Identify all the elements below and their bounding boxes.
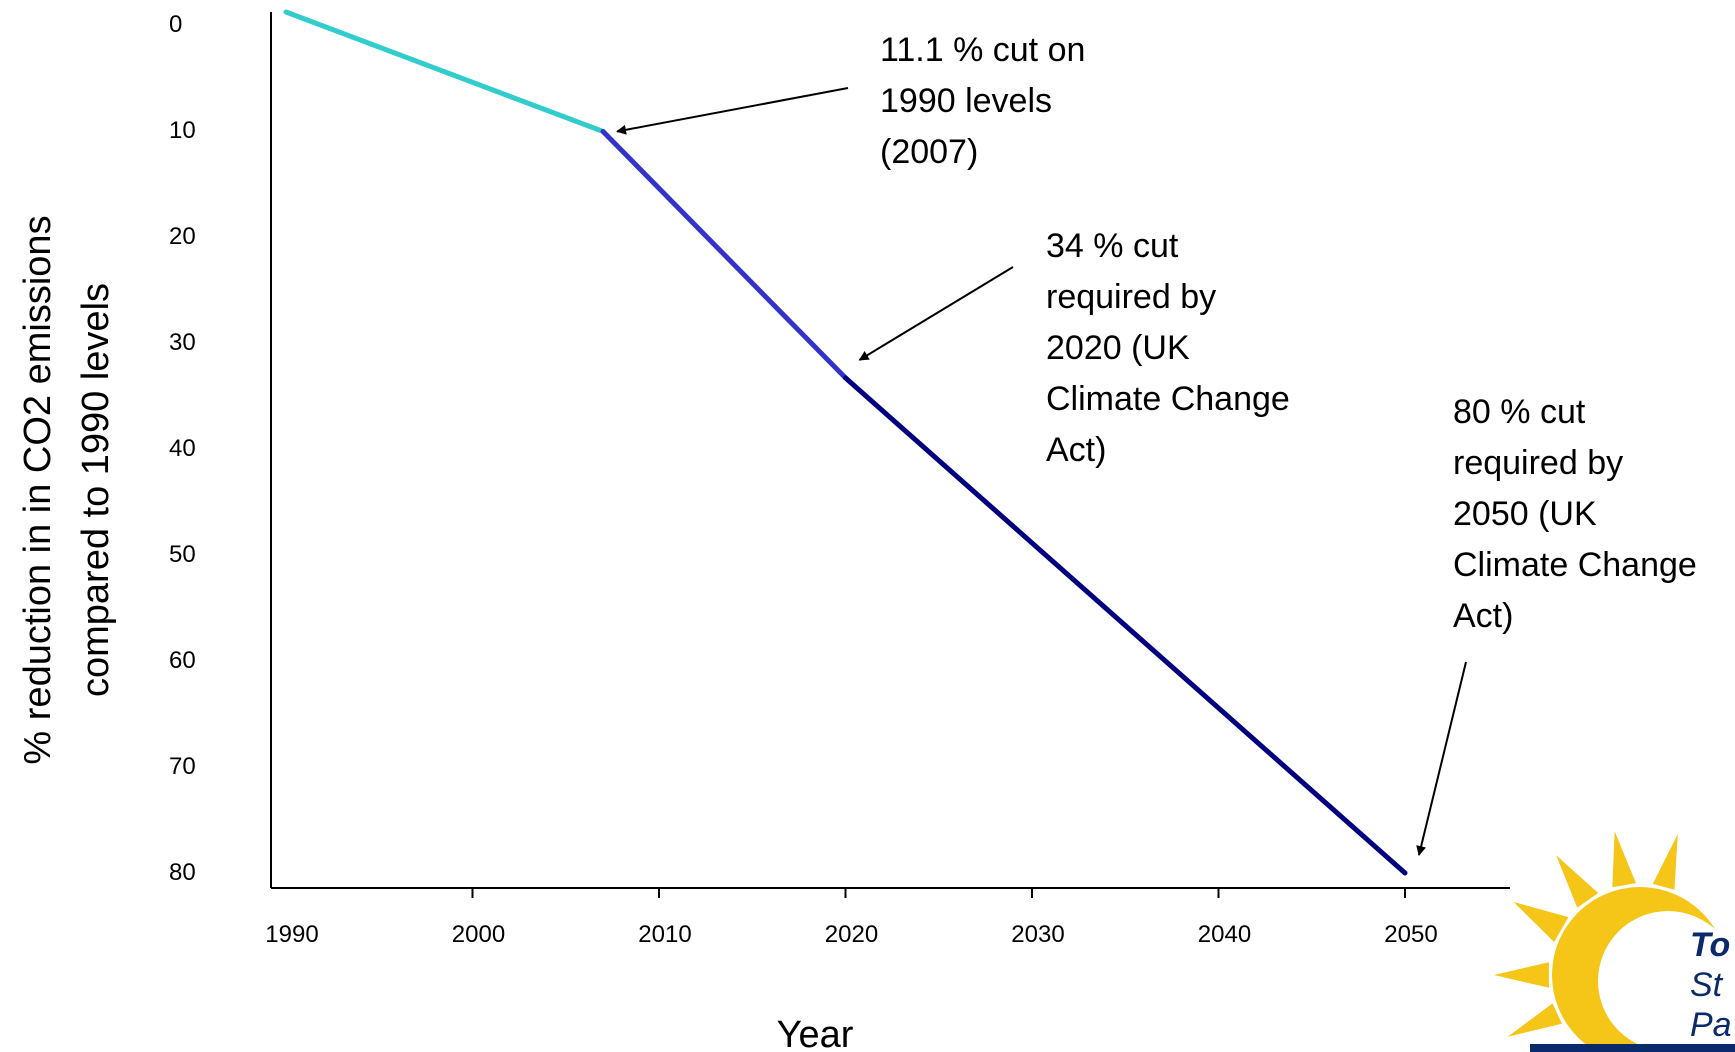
x-tick-label: 1990: [265, 921, 318, 948]
logo-bar: [1530, 1044, 1735, 1052]
annotation: 80 % cut required by 2050 (UK Climate Chang…: [1416, 393, 1697, 856]
annotation-text: 80 % cut required by 2050 (UK Climate Chang…: [1453, 393, 1697, 635]
series-line: [843, 375, 1408, 876]
x-axis-title: Year: [777, 1014, 854, 1052]
annotations: 11.1 % cut on 1990 levels (2007) 34 % cut re…: [616, 31, 1697, 856]
series-line: [283, 9, 606, 134]
x-tick-label: 2030: [1011, 921, 1064, 948]
annotation-line: Climate Change: [1046, 380, 1290, 418]
annotation-line: Climate Change: [1453, 546, 1697, 584]
y-tick-label: 70: [169, 753, 196, 780]
sun-icon: [1494, 831, 1735, 1052]
x-axis-ticks: 1990 2000 2010 2020 2030 2040 2050: [265, 888, 1438, 948]
y-tick-label: 60: [169, 647, 196, 674]
sun-ray: [1652, 833, 1678, 890]
logo-text-line: St: [1690, 966, 1724, 1004]
y-tick-label: 40: [169, 435, 196, 462]
y-axis-ticks: 0 10 20 30 40 50 60 70 80: [169, 11, 196, 886]
sun-ray: [1612, 831, 1636, 888]
logo-text-line: Pa: [1690, 1006, 1732, 1044]
sun-ray: [1507, 1003, 1562, 1037]
y-axis-title-line: % reduction in in CO2 emissions: [17, 215, 59, 764]
sun-ray: [1556, 855, 1599, 908]
x-tick-label: 2050: [1384, 921, 1437, 948]
annotation-line: 1990 levels: [880, 82, 1052, 120]
annotation: 34 % cut required by 2020 (UK Climate Chang…: [858, 227, 1290, 469]
annotation-arrow: [858, 266, 1014, 361]
annotation-line: 2020 (UK: [1046, 329, 1190, 367]
annotation-text: 11.1 % cut on 1990 levels (2007): [880, 31, 1085, 171]
axes: [270, 12, 1510, 889]
x-tick-label: 2020: [825, 921, 878, 948]
annotation-line: Act): [1046, 431, 1106, 469]
sun-ray: [1513, 902, 1569, 943]
annotation-text: 34 % cut required by 2020 (UK Climate Chang…: [1046, 227, 1290, 469]
annotation-line: 11.1 % cut on: [880, 31, 1085, 69]
y-tick-label: 80: [169, 859, 196, 886]
annotation-line: Act): [1453, 597, 1513, 635]
x-tick-label: 2010: [638, 921, 691, 948]
y-axis-title-line: compared to 1990 levels: [75, 283, 117, 697]
y-tick-label: 20: [169, 223, 196, 250]
x-tick-label: 2040: [1198, 921, 1251, 948]
data-series: [283, 9, 1408, 876]
annotation: 11.1 % cut on 1990 levels (2007): [616, 31, 1085, 171]
annotation-line: required by: [1046, 278, 1216, 316]
y-tick-label: 0: [169, 11, 182, 38]
annotation-arrow: [1416, 661, 1467, 856]
y-axis-title: % reduction in in CO2 emissions compared …: [17, 215, 117, 764]
y-tick-label: 30: [169, 329, 196, 356]
annotation-line: (2007): [880, 133, 978, 171]
y-tick-label: 50: [169, 541, 196, 568]
logo-text-line: To: [1690, 926, 1730, 964]
annotation-line: 80 % cut: [1453, 393, 1586, 431]
annotation-line: 34 % cut: [1046, 227, 1179, 265]
annotation-line: required by: [1453, 444, 1623, 482]
annotation-line: 2050 (UK: [1453, 495, 1597, 533]
sun-ray: [1494, 962, 1549, 988]
y-tick-label: 10: [169, 117, 196, 144]
x-tick-label: 2000: [452, 921, 505, 948]
annotation-arrow: [616, 87, 849, 135]
series-line: [600, 128, 848, 381]
sun-inner: [1598, 911, 1735, 1051]
